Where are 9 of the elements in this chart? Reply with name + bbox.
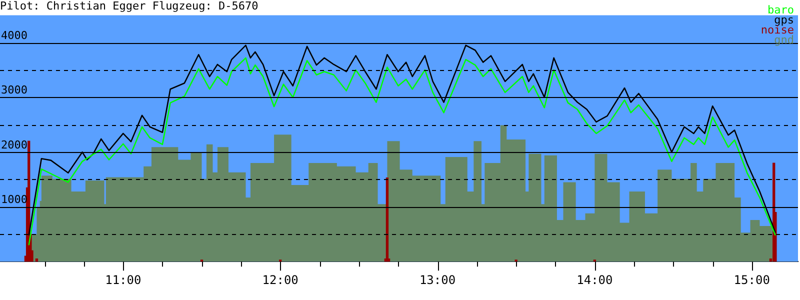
y-tick-label: 4000 (1, 28, 28, 42)
x-tick-label: 12:00 (262, 272, 298, 287)
chart-title: Pilot: Christian Egger Flugzeug: D-5670 (0, 0, 258, 12)
x-tick-label: 15:00 (734, 272, 770, 287)
y-tick-label: 3000 (1, 84, 28, 97)
y-tick-label: 2000 (1, 138, 28, 152)
x-tick-label: 13:00 (419, 272, 456, 287)
x-tick-label: 11:00 (105, 272, 142, 287)
x-tick-label: 14:00 (576, 272, 613, 287)
